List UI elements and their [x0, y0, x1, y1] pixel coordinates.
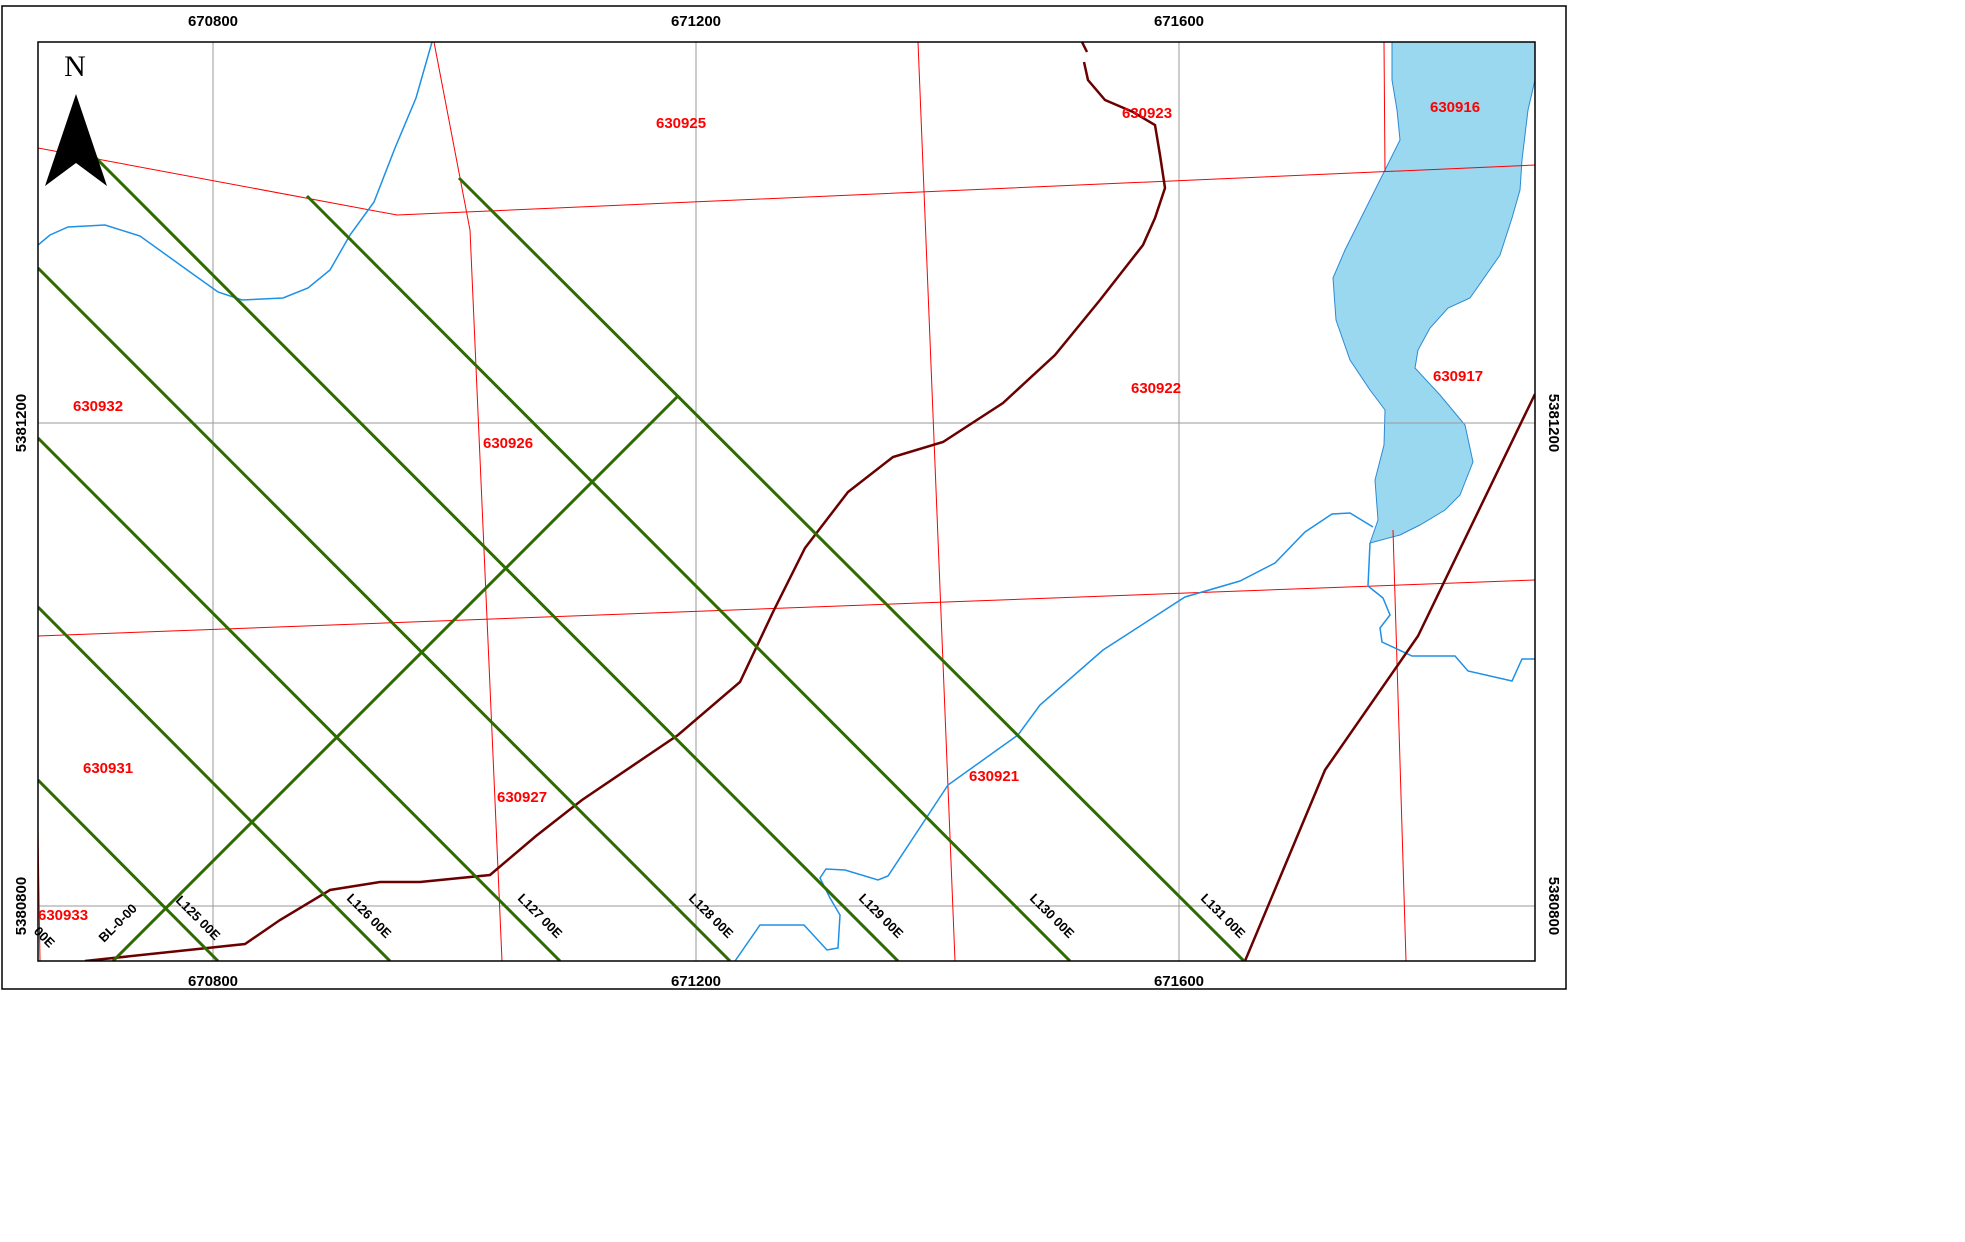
x-tick-top: 670800 [188, 13, 238, 30]
north-label: N [64, 50, 86, 83]
x-tick-bottom: 671200 [671, 973, 721, 990]
survey-lines [38, 148, 1246, 961]
streams [38, 42, 1535, 961]
claim-label: 630925 [656, 115, 706, 132]
north-arrow-icon: N [45, 50, 107, 186]
claim-label: 630921 [969, 768, 1019, 785]
claim-label: 630933 [38, 907, 88, 924]
y-tick-left: 5380800 [13, 877, 30, 935]
y-tick-right: 5380800 [1545, 877, 1562, 935]
x-tick-bottom: 670800 [188, 973, 238, 990]
claim-map: 630925 630923 630916 630932 630926 63092… [1, 5, 1567, 990]
claim-label: 630932 [73, 398, 123, 415]
claim-label: 630931 [83, 760, 133, 777]
x-tick-top: 671200 [671, 13, 721, 30]
claim-label: 630927 [497, 789, 547, 806]
x-tick-top: 671600 [1154, 13, 1204, 30]
claim-label: 630916 [1430, 99, 1480, 116]
map-outer-frame [1, 5, 1567, 990]
claim-boundaries [38, 42, 1535, 961]
coordinate-grid [38, 42, 1535, 961]
claim-label: 630926 [483, 435, 533, 452]
x-tick-bottom: 671600 [1154, 973, 1204, 990]
axis-labels: 670800 671200 671600 670800 671200 67160… [13, 13, 1562, 990]
y-tick-right: 5381200 [1545, 394, 1562, 452]
map-frame [37, 41, 1536, 962]
claim-label: 630922 [1131, 380, 1181, 397]
road [84, 42, 1535, 961]
claim-label: 630917 [1433, 368, 1483, 385]
y-tick-left: 5381200 [13, 394, 30, 452]
claim-labels: 630925 630923 630916 630932 630926 63092… [38, 99, 1483, 924]
claim-label: 630923 [1122, 105, 1172, 122]
